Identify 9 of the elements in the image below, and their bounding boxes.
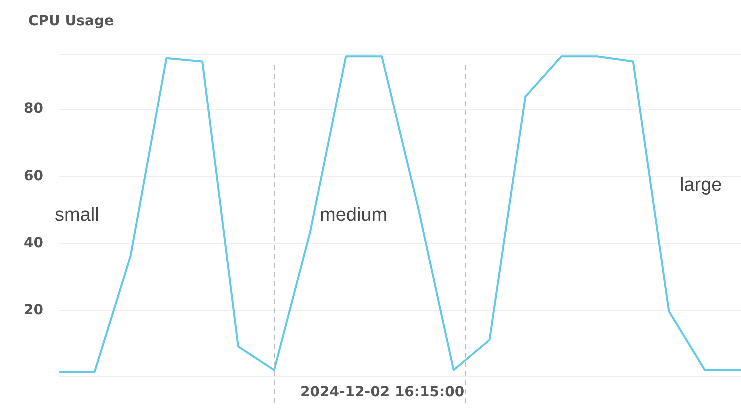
- annotation: large: [680, 175, 722, 196]
- annotation: medium: [320, 205, 388, 226]
- annotation: small: [55, 205, 100, 226]
- y-tick-label: 20: [24, 302, 44, 318]
- y-tick-label: 80: [24, 101, 44, 118]
- x-tick-label: 2024-12-02 16:15:00: [300, 384, 465, 400]
- y-tick-label: 60: [24, 168, 44, 184]
- chart-title: CPU Usage: [28, 14, 114, 30]
- y-tick-label: 40: [24, 235, 44, 252]
